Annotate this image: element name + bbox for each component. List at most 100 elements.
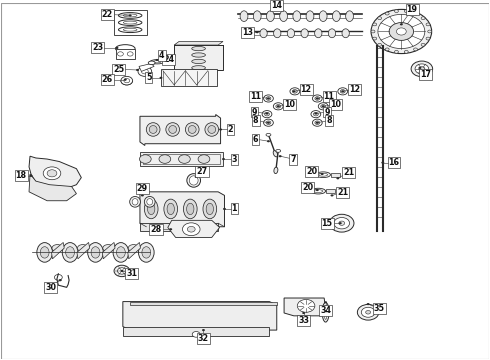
Ellipse shape — [123, 14, 137, 17]
Bar — [331, 172, 340, 177]
Ellipse shape — [324, 305, 327, 319]
Polygon shape — [140, 192, 224, 227]
Circle shape — [322, 105, 325, 107]
Circle shape — [265, 112, 270, 116]
Circle shape — [396, 28, 406, 35]
Text: 20: 20 — [302, 183, 313, 192]
Circle shape — [313, 95, 322, 102]
Ellipse shape — [113, 243, 129, 262]
Text: 19: 19 — [407, 5, 417, 14]
Circle shape — [159, 77, 162, 79]
Circle shape — [316, 122, 319, 124]
Text: 26: 26 — [101, 75, 113, 84]
Ellipse shape — [319, 11, 327, 22]
Ellipse shape — [187, 203, 194, 215]
Ellipse shape — [322, 302, 329, 322]
Ellipse shape — [185, 123, 199, 136]
Text: 7: 7 — [290, 154, 295, 163]
Circle shape — [381, 162, 384, 164]
Circle shape — [59, 279, 62, 281]
Text: 6: 6 — [253, 135, 259, 144]
Text: 25: 25 — [113, 65, 124, 74]
Text: 35: 35 — [374, 304, 385, 313]
Ellipse shape — [421, 43, 425, 46]
Circle shape — [124, 78, 130, 83]
Text: 5: 5 — [146, 73, 151, 82]
Bar — [143, 154, 220, 164]
Ellipse shape — [394, 50, 398, 53]
Circle shape — [267, 122, 270, 124]
Ellipse shape — [52, 244, 63, 252]
Ellipse shape — [167, 203, 174, 215]
Text: 28: 28 — [150, 225, 162, 234]
Text: 8: 8 — [253, 116, 259, 125]
Circle shape — [262, 111, 272, 118]
Polygon shape — [77, 242, 90, 259]
Bar — [114, 10, 147, 35]
Ellipse shape — [414, 48, 417, 51]
Circle shape — [182, 223, 200, 236]
Circle shape — [330, 214, 354, 232]
Ellipse shape — [62, 243, 78, 262]
Ellipse shape — [306, 11, 314, 22]
Circle shape — [172, 55, 175, 57]
Text: 27: 27 — [196, 167, 208, 176]
Circle shape — [318, 103, 328, 110]
Circle shape — [121, 270, 123, 272]
Ellipse shape — [147, 199, 153, 205]
Text: 2: 2 — [227, 125, 233, 134]
Circle shape — [267, 140, 270, 142]
Ellipse shape — [319, 173, 328, 176]
Text: 31: 31 — [126, 269, 137, 278]
Ellipse shape — [189, 176, 198, 185]
Text: 10: 10 — [285, 100, 295, 109]
Ellipse shape — [183, 199, 197, 219]
Circle shape — [129, 14, 132, 17]
Text: 33: 33 — [298, 316, 309, 325]
Text: 18: 18 — [16, 171, 27, 180]
Circle shape — [321, 173, 324, 175]
Text: 8: 8 — [326, 116, 332, 125]
Circle shape — [47, 170, 57, 177]
Polygon shape — [168, 220, 220, 238]
Bar — [116, 49, 135, 59]
Ellipse shape — [246, 29, 253, 38]
Circle shape — [275, 8, 278, 10]
Circle shape — [302, 312, 305, 314]
Ellipse shape — [342, 29, 349, 38]
Ellipse shape — [287, 29, 294, 38]
Ellipse shape — [314, 190, 323, 193]
Circle shape — [315, 97, 320, 100]
Polygon shape — [128, 242, 141, 259]
Text: 4: 4 — [159, 51, 165, 60]
Circle shape — [415, 64, 429, 74]
Ellipse shape — [119, 13, 142, 18]
Ellipse shape — [142, 247, 151, 258]
Circle shape — [419, 67, 425, 71]
Circle shape — [219, 129, 222, 131]
Circle shape — [277, 105, 280, 107]
Circle shape — [127, 52, 133, 56]
Circle shape — [138, 66, 152, 76]
Ellipse shape — [273, 29, 281, 38]
Ellipse shape — [240, 11, 248, 22]
Ellipse shape — [116, 45, 135, 53]
Ellipse shape — [280, 11, 288, 22]
Ellipse shape — [266, 134, 271, 136]
Polygon shape — [174, 45, 223, 70]
Ellipse shape — [260, 29, 267, 38]
Circle shape — [338, 88, 347, 95]
Circle shape — [118, 268, 126, 274]
Circle shape — [264, 119, 273, 126]
Circle shape — [141, 194, 144, 197]
Ellipse shape — [315, 29, 322, 38]
Text: 21: 21 — [343, 168, 354, 177]
Ellipse shape — [274, 167, 278, 174]
Circle shape — [339, 221, 344, 225]
Circle shape — [276, 104, 281, 108]
Ellipse shape — [276, 149, 281, 152]
Circle shape — [411, 61, 433, 77]
Circle shape — [331, 194, 333, 197]
Polygon shape — [139, 64, 154, 71]
Ellipse shape — [373, 37, 377, 40]
